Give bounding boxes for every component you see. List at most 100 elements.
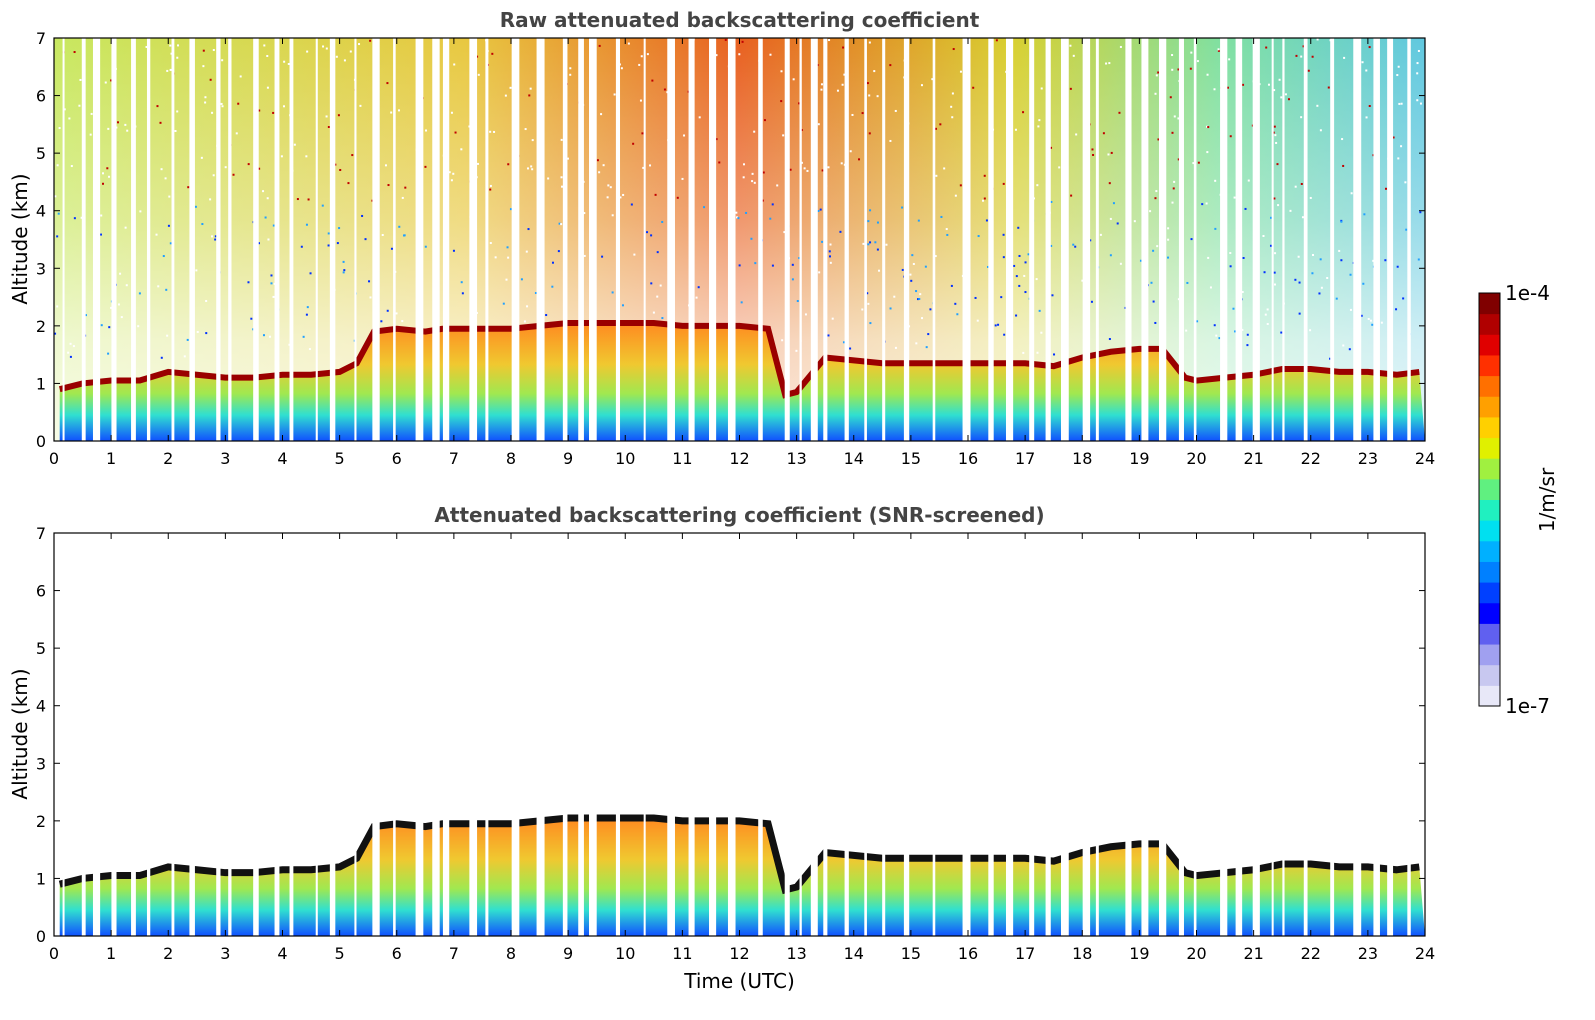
panel-screened-layer-top-line: [58, 814, 1420, 895]
panel-raw-plot-area: [54, 38, 1425, 441]
data-gap: [1387, 533, 1394, 936]
panel-raw: Raw attenuated backscattering coefficien…: [8, 8, 1435, 468]
colorbar-segment: [1479, 520, 1500, 542]
panel-screened-plot-area: [54, 533, 1425, 936]
data-gap: [1282, 38, 1285, 441]
data-gap: [1178, 38, 1184, 441]
colorbar-segment: [1479, 375, 1500, 397]
y-tick-label: 6: [36, 582, 46, 601]
x-tick-label: 21: [1243, 449, 1263, 468]
data-gap: [146, 38, 151, 441]
panel-screened-x-axis: 0 1 2 3 4 5 6 7 8 9 10 11 12 13 14 15 16 17 18 19 20 21 22 23 24: [49, 533, 1435, 963]
colorbar-segment: [1479, 334, 1500, 356]
data-gap: [253, 533, 259, 936]
x-tick-label: 7: [449, 449, 459, 468]
data-gap: [844, 38, 849, 441]
data-gap: [643, 38, 646, 441]
data-gap: [1005, 533, 1014, 936]
data-gap: [81, 38, 86, 441]
x-tick-label: 15: [901, 944, 921, 963]
panel-raw-y-label: Altitude (km): [8, 173, 32, 304]
data-gap: [216, 533, 221, 936]
data-gap: [1303, 533, 1308, 936]
data-gap: [688, 533, 695, 936]
y-tick-label: 3: [36, 754, 46, 773]
data-gap: [758, 38, 763, 441]
data-gap: [615, 38, 621, 441]
data-gap: [1271, 38, 1274, 441]
y-tick-label: 1: [36, 374, 46, 393]
data-gap: [1373, 533, 1380, 936]
colorbar-segment: [1479, 623, 1500, 645]
data-gap: [799, 38, 802, 441]
x-tick-label: 3: [220, 944, 230, 963]
data-gap: [1045, 38, 1051, 441]
data-gap: [562, 533, 568, 936]
data-gap: [1125, 38, 1132, 441]
colorbar-segment: [1479, 293, 1500, 315]
x-tick-label: 8: [506, 944, 516, 963]
x-tick-label: 20: [1186, 449, 1206, 468]
colorbar-max-label: 1e-4: [1505, 281, 1550, 305]
data-gap: [432, 533, 440, 936]
data-gap: [962, 38, 971, 441]
x-tick-label: 11: [672, 449, 692, 468]
data-gap: [962, 533, 971, 936]
x-tick-label: 23: [1358, 944, 1378, 963]
y-tick-label: 0: [36, 927, 46, 946]
data-gap: [578, 38, 584, 441]
data-gap: [882, 533, 886, 936]
data-gap: [372, 38, 380, 441]
data-gap: [1005, 38, 1014, 441]
data-gap: [562, 38, 568, 441]
data-gap: [864, 38, 867, 441]
data-gap: [844, 533, 849, 936]
data-gap: [81, 533, 86, 936]
x-tick-label: 6: [392, 944, 402, 963]
data-gap: [667, 38, 675, 441]
colorbar-segment: [1479, 396, 1500, 418]
data-gap: [274, 38, 280, 441]
data-gap: [1158, 38, 1167, 441]
y-tick-label: 4: [36, 697, 46, 716]
data-gap: [643, 533, 646, 936]
colorbar-segment: [1479, 685, 1500, 707]
x-tick-label: 8: [506, 449, 516, 468]
x-tick-label: 16: [958, 449, 978, 468]
panel-screened-y-label: Altitude (km): [8, 668, 32, 799]
panel-raw-data-gaps: [62, 38, 1411, 441]
x-tick-label: 7: [449, 944, 459, 963]
data-gap: [727, 533, 736, 936]
data-gap: [799, 533, 802, 936]
x-tick-label: 12: [729, 449, 749, 468]
data-gap: [1045, 533, 1051, 936]
y-tick-label: 7: [36, 29, 46, 48]
data-gap: [1235, 533, 1243, 936]
panel-raw-title: Raw attenuated backscattering coefficien…: [500, 8, 980, 32]
data-gap: [810, 38, 818, 441]
data-gap: [1220, 38, 1228, 441]
y-tick-label: 2: [36, 317, 46, 336]
data-gap: [588, 38, 597, 441]
data-gap: [372, 533, 380, 936]
data-gap: [1353, 38, 1362, 441]
panel-raw-boundary-layer: [54, 322, 1425, 441]
x-tick-label: 22: [1301, 944, 1321, 963]
data-gap: [903, 38, 910, 441]
data-gap: [1125, 533, 1132, 936]
x-tick-label: 16: [958, 944, 978, 963]
data-gap: [882, 38, 886, 441]
data-gap: [1141, 38, 1149, 441]
data-gap: [354, 533, 357, 936]
data-gap: [1353, 533, 1362, 936]
data-gap: [228, 38, 232, 441]
y-tick-label: 3: [36, 259, 46, 278]
data-gap: [315, 38, 318, 441]
data-gap: [228, 533, 232, 936]
y-tick-label: 0: [36, 432, 46, 451]
data-gap: [274, 533, 280, 936]
data-gap: [810, 533, 818, 936]
panel-raw-x-axis: 0 1 2 3 4 5 6 7 8 9 10 11 12 13 14 15 16 17 18 19 20 21 22 23 24: [49, 38, 1435, 468]
x-tick-label: 18: [1072, 449, 1092, 468]
